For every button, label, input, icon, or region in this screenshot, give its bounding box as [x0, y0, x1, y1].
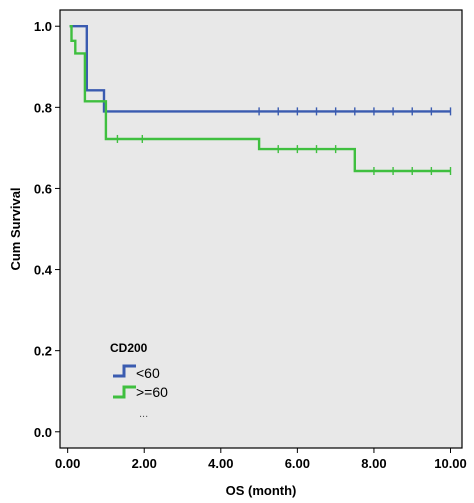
series-layer [69, 25, 452, 176]
series-line-0 [69, 25, 451, 113]
y-tick-label: 1.0 [34, 19, 52, 34]
x-tick-label: 8.00 [361, 456, 386, 471]
legend-label-ge60: >=60 [136, 384, 168, 400]
x-tick-label: 10.00 [434, 456, 467, 471]
y-axis-title: Cum Survival [8, 187, 23, 270]
x-tick-label: 4.00 [208, 456, 233, 471]
x-axis: 0.00 2.00 4.00 6.00 8.00 10.00 [55, 448, 467, 471]
x-tick-label: 6.00 [285, 456, 310, 471]
legend-swatch-lt60 [113, 364, 136, 378]
legend: CD200 <60 >=60 ... [110, 341, 168, 420]
y-tick-label: 0.8 [34, 100, 52, 115]
y-tick-label: 0.2 [34, 344, 52, 359]
x-tick-label: 0.00 [55, 456, 80, 471]
legend-more: ... [139, 408, 148, 420]
plot-area [59, 9, 463, 449]
y-axis: 0.0 0.2 0.4 0.6 0.8 1.0 [34, 19, 60, 440]
legend-label-lt60: <60 [136, 365, 160, 381]
legend-title: CD200 [110, 341, 148, 355]
y-tick-label: 0.0 [34, 425, 52, 440]
y-tick-label: 0.6 [34, 181, 52, 196]
x-axis-title: OS (month) [226, 483, 297, 498]
y-tick-label: 0.4 [34, 263, 53, 278]
legend-swatch-ge60 [113, 385, 136, 399]
series-line-1 [69, 25, 451, 173]
x-tick-label: 2.00 [132, 456, 157, 471]
